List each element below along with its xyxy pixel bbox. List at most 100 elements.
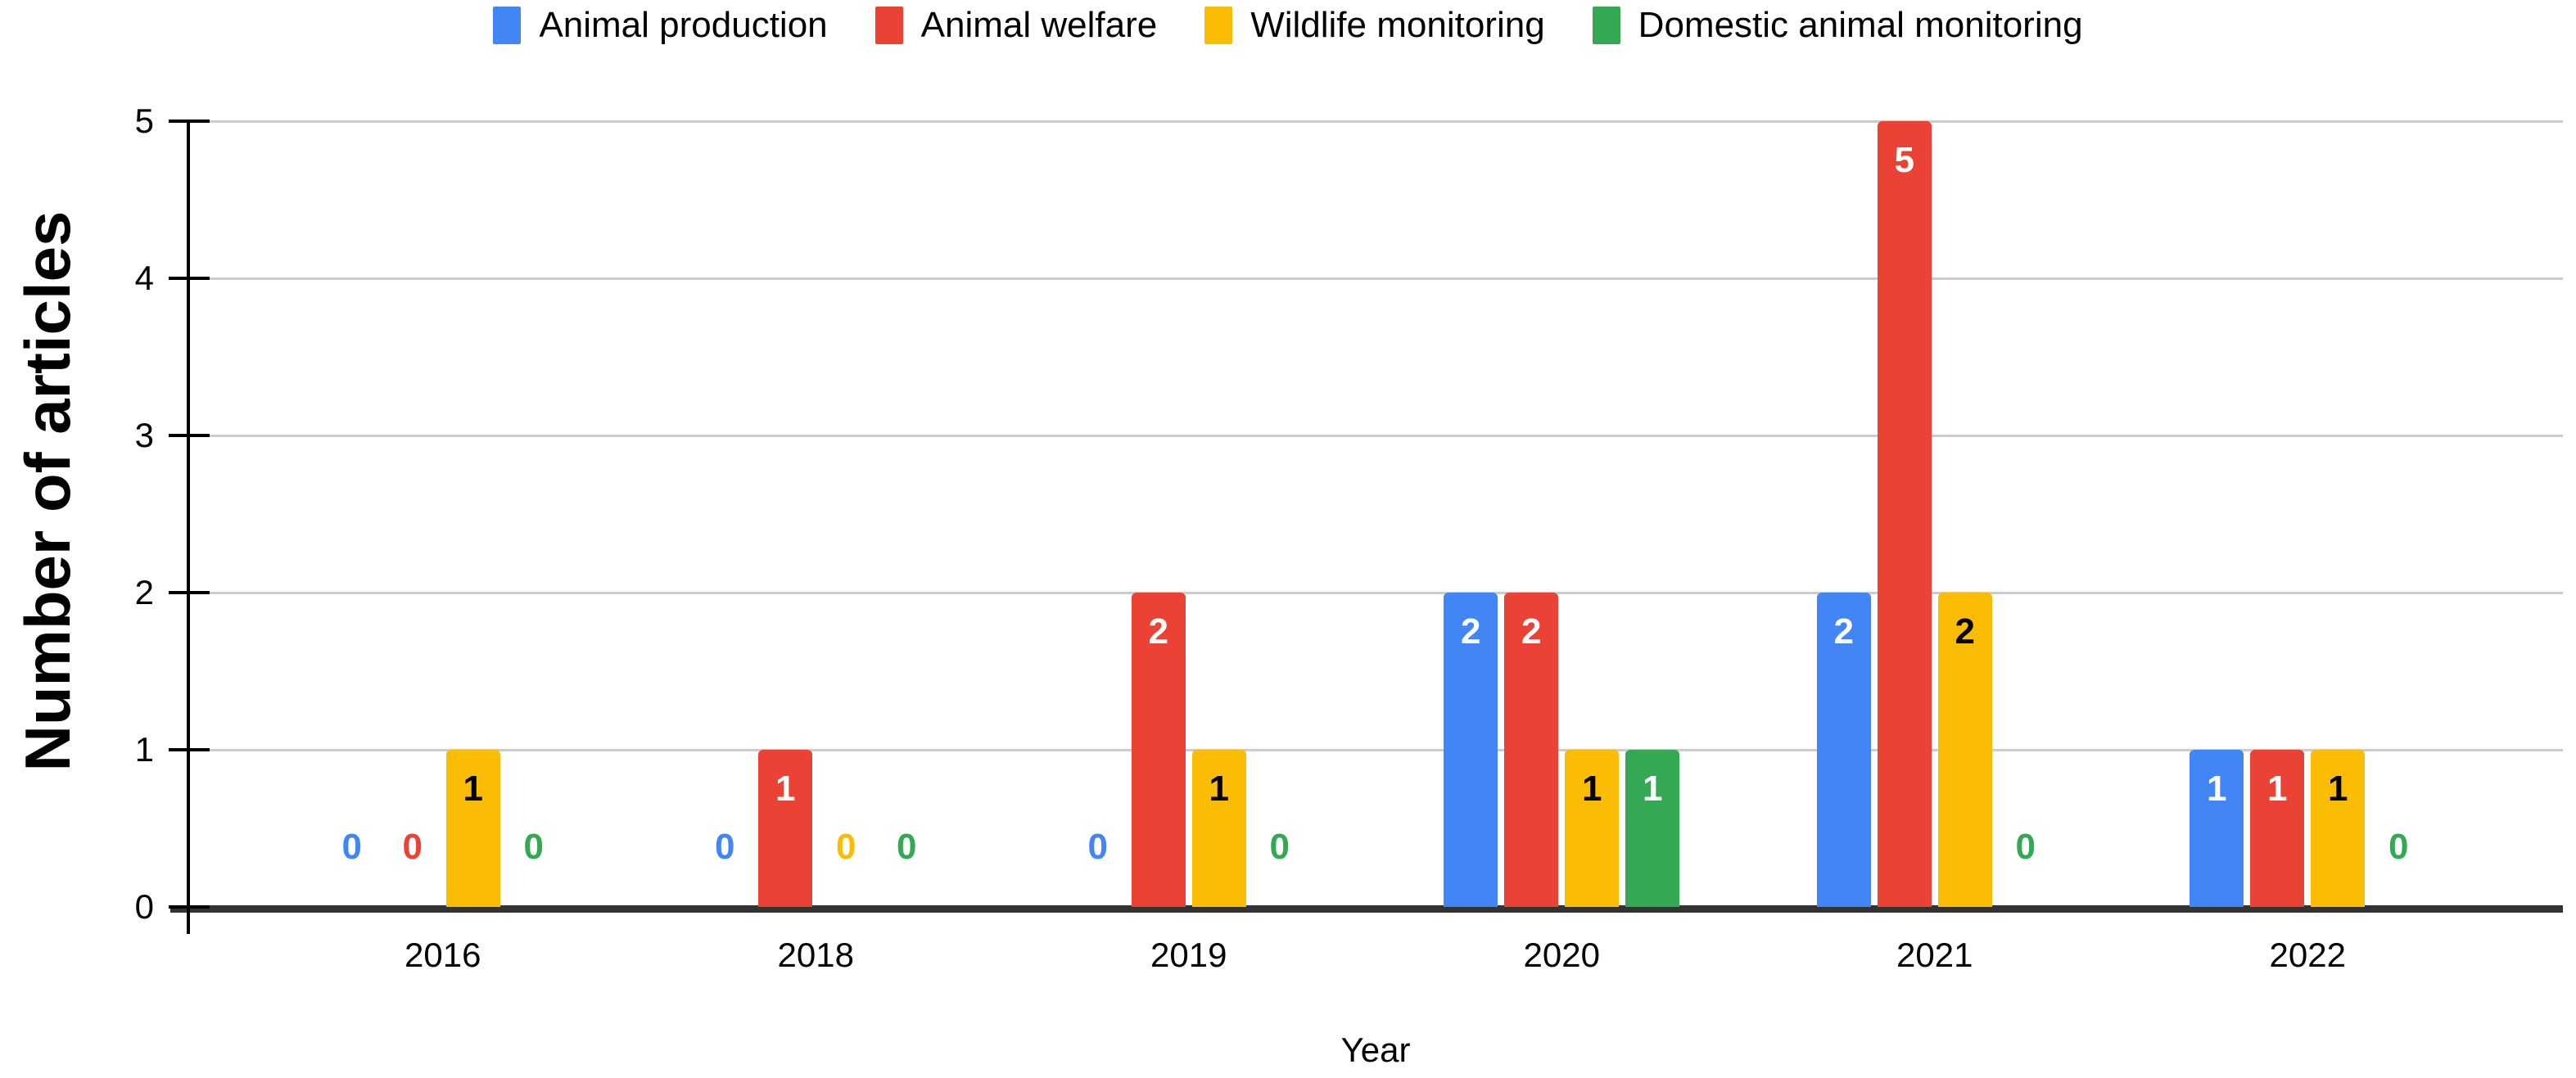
bar-slot: 2: [1937, 121, 1992, 907]
x-tick-label: 2019: [1150, 936, 1227, 974]
bar-slot: 1: [758, 121, 813, 907]
bar-slot: 0: [879, 121, 933, 907]
bar-slot: 5: [1877, 121, 1932, 907]
y-tick-mark: [169, 591, 210, 594]
gridline: [188, 277, 2563, 280]
bar: 2: [1816, 593, 1871, 907]
bar: 1: [445, 750, 500, 907]
bar-slot: 0: [1253, 121, 1307, 907]
x-axis-tick-labels: 2016 2018 2019 2020 2021 2022: [256, 938, 2494, 972]
bar: 1: [2190, 750, 2244, 907]
bar-slot: 0: [325, 121, 379, 907]
legend-entry: Animal production: [493, 5, 828, 45]
zero-value-label: 0: [523, 827, 544, 867]
bar-value-label: 1: [775, 769, 796, 809]
bar: 1: [1625, 750, 1680, 907]
bar: 5: [1877, 121, 1932, 907]
bar-slot: 1: [1191, 121, 1246, 907]
legend-swatch-icon: [493, 7, 522, 44]
y-axis-title: Number of articles: [11, 210, 84, 772]
y-tick-label: 5: [134, 101, 154, 140]
zero-value-label: 0: [402, 827, 423, 867]
bar-slot: 0: [1071, 121, 1125, 907]
y-tick-label: 4: [134, 259, 154, 297]
bar-value-label: 5: [1894, 140, 1914, 180]
bar: 2: [1131, 593, 1186, 907]
bar: 1: [2311, 750, 2366, 907]
bar-slot: 1: [445, 121, 500, 907]
bar-slot: 1: [2311, 121, 2366, 907]
bar-value-label: 1: [2267, 769, 2288, 809]
zero-value-label: 0: [1087, 827, 1108, 867]
x-axis-line: [170, 905, 2563, 913]
legend-entry: Domestic animal monitoring: [1592, 5, 2083, 45]
bar-slot: 2: [1816, 121, 1871, 907]
bar-slot: 1: [2250, 121, 2305, 907]
y-tick-mark: [169, 120, 210, 123]
bar-slot: 1: [1565, 121, 1620, 907]
bar-value-label: 1: [463, 769, 483, 809]
bar-slot: 0: [386, 121, 440, 907]
gridline: [188, 435, 2563, 437]
legend-label: Wildlife monitoring: [1250, 5, 1545, 45]
legend-swatch-icon: [1592, 7, 1620, 44]
legend-swatch-icon: [1204, 7, 1233, 44]
y-tick-mark: [169, 905, 210, 909]
bar-slot: 1: [1625, 121, 1680, 907]
bar-slot: 2: [1444, 121, 1498, 907]
chart-legend: Animal production Animal welfare Wildlife …: [0, 7, 2576, 44]
bar-slot: 2: [1131, 121, 1186, 907]
y-axis-line: [187, 121, 190, 934]
zero-value-label: 0: [1269, 827, 1290, 867]
gridline: [188, 120, 2563, 123]
bar-slot: 0: [819, 121, 873, 907]
bar-slot: 0: [2371, 121, 2425, 907]
legend-label: Domestic animal monitoring: [1638, 5, 2083, 45]
bar-value-label: 1: [1209, 769, 1229, 809]
bar: 1: [1565, 750, 1620, 907]
bar-group-2021: 2 5 2 0: [1748, 121, 2122, 907]
bar-value-label: 2: [1148, 611, 1168, 652]
x-axis-title: Year: [1340, 1031, 1411, 1069]
bar-value-label: 1: [2207, 769, 2227, 809]
bar-slot: 0: [1999, 121, 2053, 907]
y-tick-mark: [169, 277, 210, 280]
zero-value-label: 0: [897, 827, 917, 867]
zero-value-label: 0: [2388, 827, 2409, 867]
x-tick-label: 2021: [1896, 936, 1973, 974]
bar: 1: [1191, 750, 1246, 907]
bar-slot: 2: [1504, 121, 1559, 907]
y-tick-label: 1: [134, 730, 154, 769]
y-tick-label: 0: [134, 887, 154, 926]
bar-value-label: 2: [1521, 611, 1542, 652]
bar-value-label: 2: [1461, 611, 1481, 652]
legend-label: Animal production: [539, 5, 828, 45]
legend-entry: Wildlife monitoring: [1204, 5, 1545, 45]
y-tick-label: 2: [134, 573, 154, 611]
bar-value-label: 2: [1955, 611, 1975, 652]
bar-slot: 0: [507, 121, 561, 907]
bar: 2: [1937, 593, 1992, 907]
x-tick-label: 2018: [777, 936, 854, 974]
bar-value-label: 1: [1643, 769, 1663, 809]
bar-value-label: 1: [1582, 769, 1602, 809]
y-tick-mark: [169, 748, 210, 751]
bar-value-label: 2: [1833, 611, 1854, 652]
zero-value-label: 0: [715, 827, 735, 867]
legend-entry: Animal welfare: [874, 7, 1157, 44]
bar: 1: [2250, 750, 2305, 907]
bar: 1: [758, 750, 813, 907]
bar-slot: 1: [2190, 121, 2244, 907]
zero-value-label: 0: [836, 827, 856, 867]
x-tick-label: 2016: [404, 936, 481, 974]
gridline: [188, 749, 2563, 751]
x-tick-label: 2022: [2269, 936, 2346, 974]
bar: 2: [1444, 593, 1498, 907]
